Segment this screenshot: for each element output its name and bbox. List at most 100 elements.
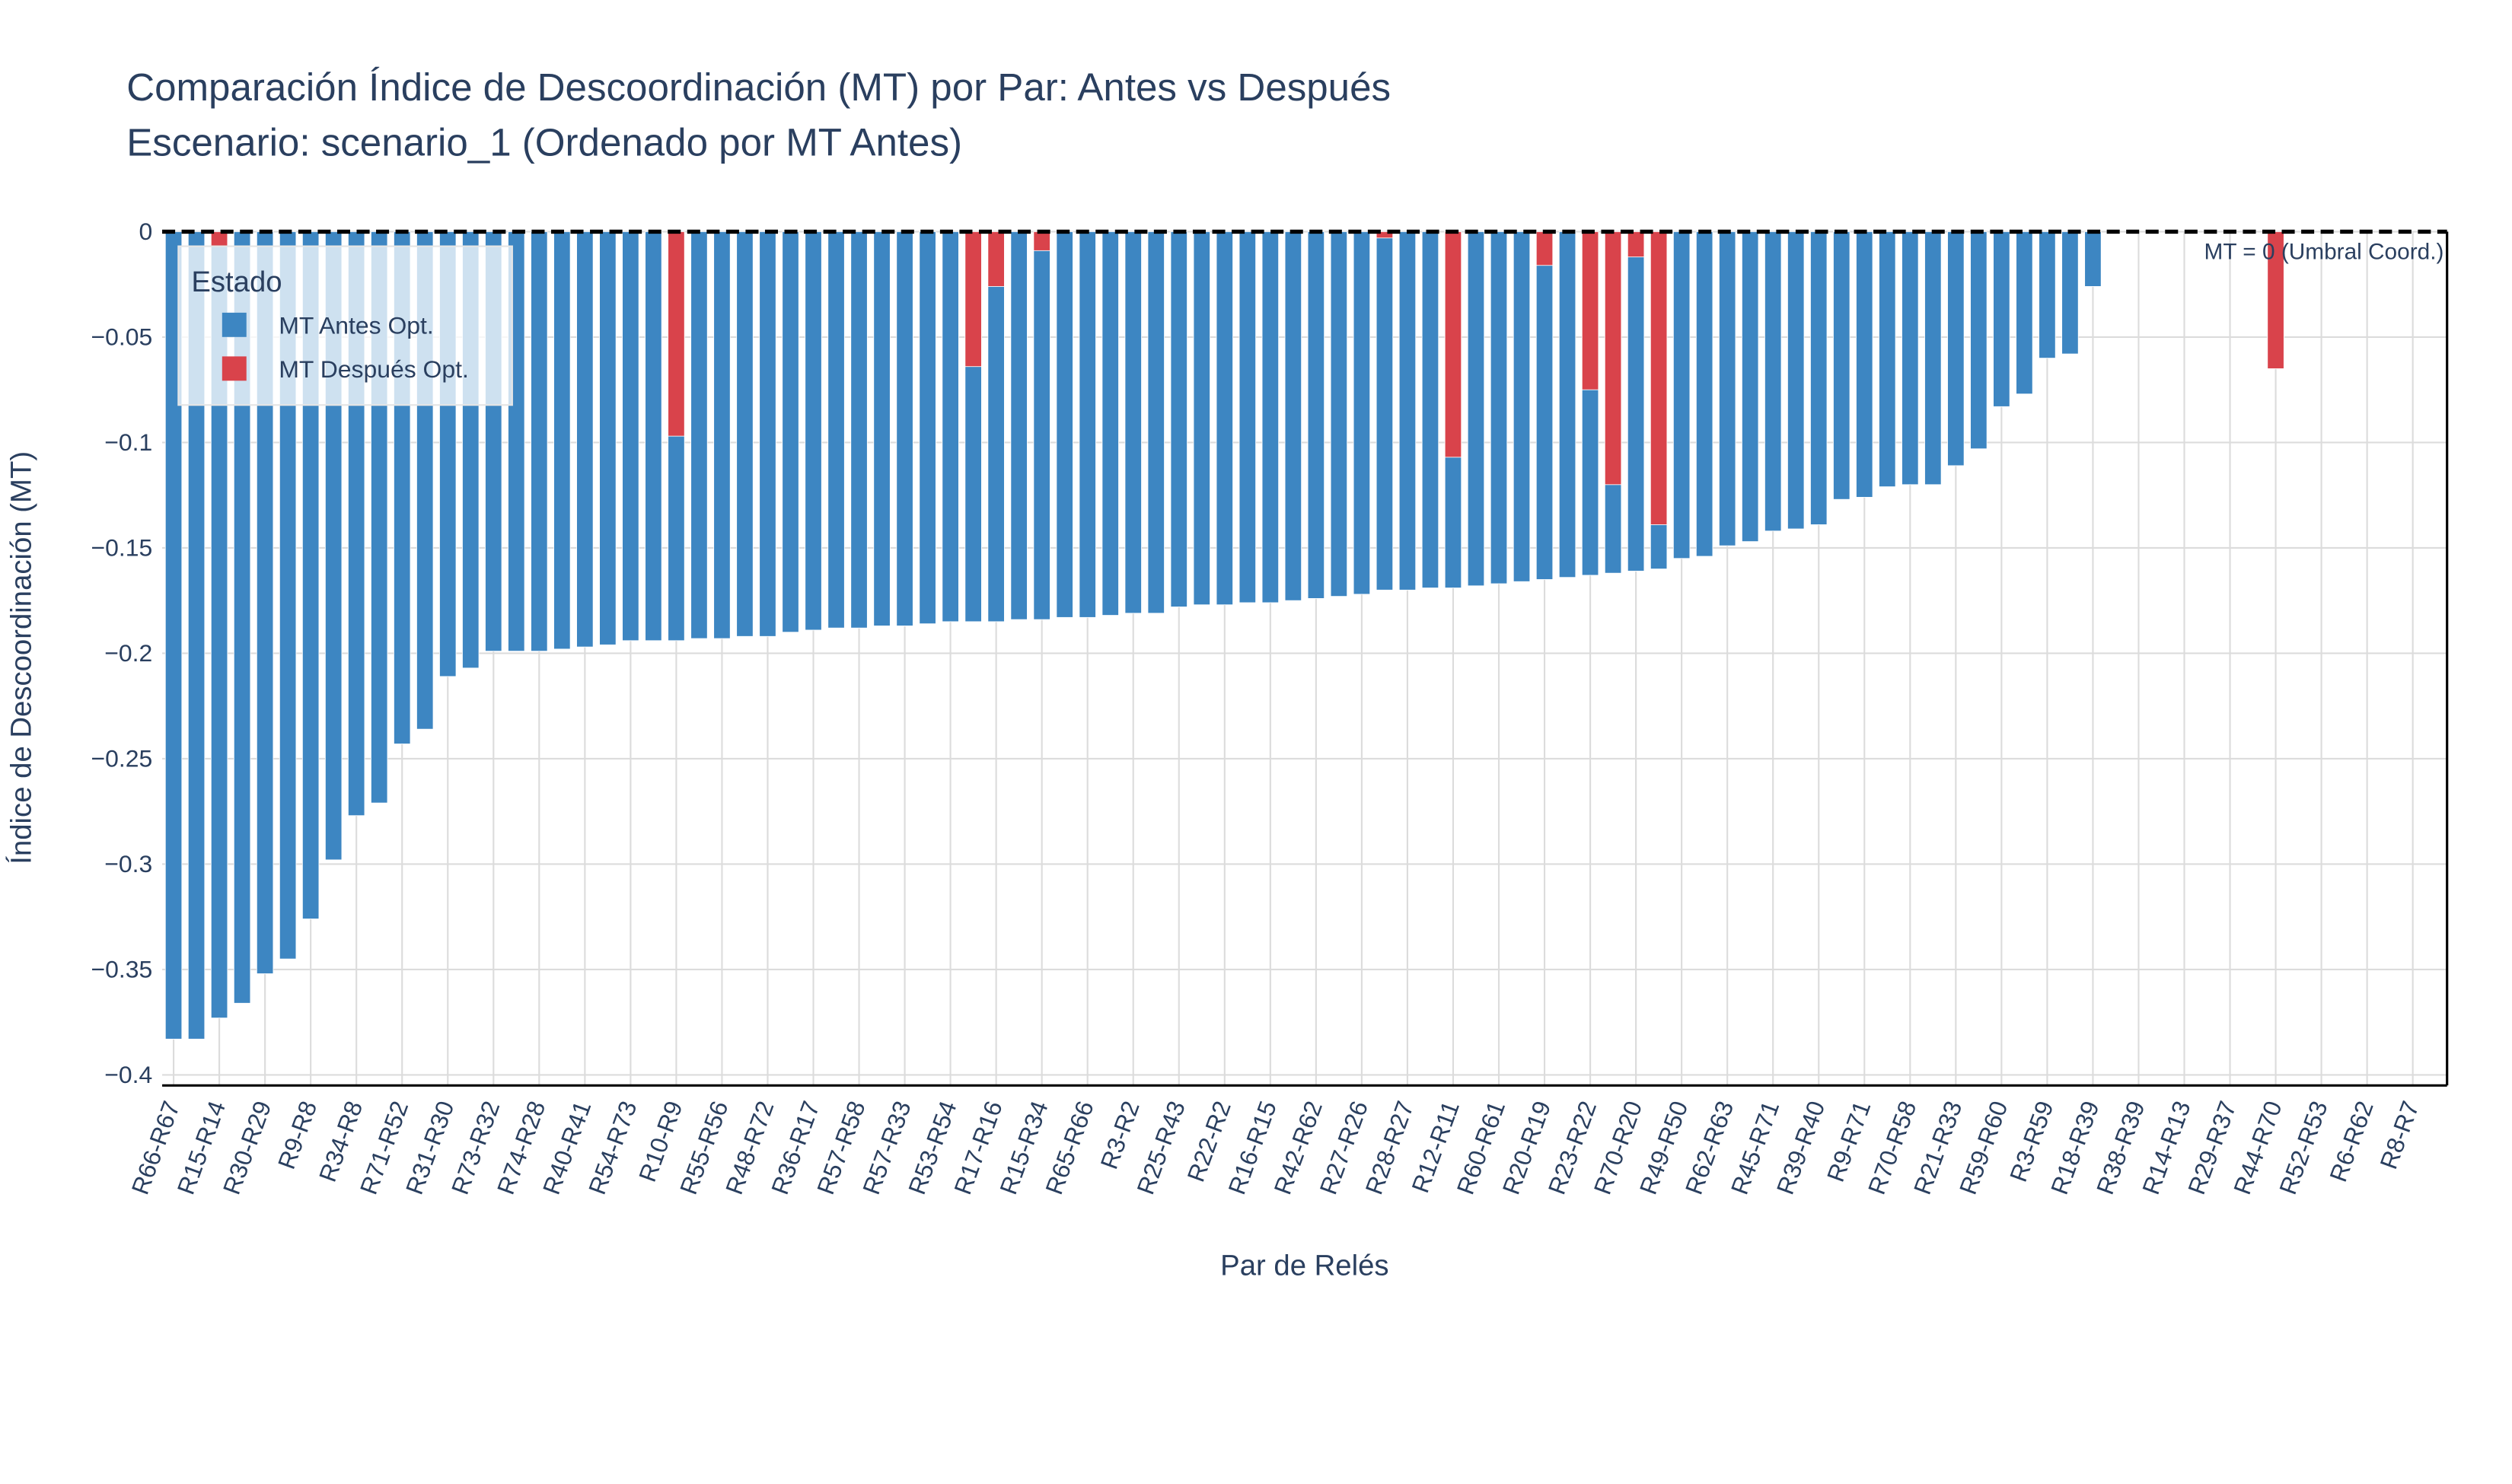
bar (622, 231, 639, 642)
bar (1833, 231, 1851, 500)
bar (1170, 231, 1188, 607)
bar (1010, 231, 1028, 620)
legend-title: Estado (191, 266, 282, 298)
bar (1535, 231, 1554, 266)
x-tick-label: R6-R62 (2324, 1097, 2378, 1186)
x-tick-label: R9-R8 (273, 1097, 322, 1173)
bar (1787, 231, 1805, 530)
bar (1376, 231, 1394, 239)
bar (1581, 231, 1599, 390)
bar (1490, 231, 1508, 584)
bar (1672, 231, 1691, 559)
bar (1079, 231, 1096, 618)
bar (2084, 231, 2102, 287)
bar (2061, 231, 2079, 355)
bar (1467, 231, 1485, 587)
bar (1261, 231, 1280, 603)
bar (1902, 231, 1919, 486)
y-tick-label: −0.4 (104, 1061, 152, 1088)
x-axis-title: Par de Relés (1220, 1249, 1388, 1282)
legend-label: MT Antes Opt. (279, 312, 433, 339)
bar (873, 231, 891, 626)
bar (1444, 231, 1462, 458)
bar (1033, 231, 1050, 620)
y-tick-label: −0.35 (91, 956, 152, 983)
bar (942, 231, 959, 623)
bar (896, 231, 913, 626)
bar (1147, 231, 1165, 614)
bar (1718, 231, 1736, 546)
bar (1238, 231, 1257, 603)
bar (1695, 231, 1713, 557)
bar (1101, 231, 1119, 616)
bar (987, 231, 1005, 287)
bar (2016, 231, 2033, 395)
chart-title: Comparación Índice de Descoordinación (M… (126, 65, 1391, 109)
bar (531, 231, 548, 652)
legend: Estado MT Antes Opt. MT Después Opt. (177, 245, 513, 406)
bar (736, 231, 754, 637)
bar (1307, 231, 1325, 599)
bar (1650, 231, 1668, 525)
bar (2039, 231, 2056, 359)
bar (1924, 231, 1942, 486)
bar (850, 231, 868, 629)
bar (919, 231, 936, 625)
bar (827, 231, 845, 629)
annotation: MT = 0 (Umbral Coord.) (2204, 240, 2444, 265)
y-tick-label: 0 (139, 218, 153, 245)
y-axis-title: Índice de Descoordinación (MT) (5, 451, 38, 865)
bar (987, 231, 1005, 623)
bar (1947, 231, 1965, 467)
bar (805, 231, 822, 631)
bar (1284, 231, 1302, 601)
bar (210, 231, 228, 247)
bar (1376, 231, 1394, 591)
bar (599, 231, 617, 645)
bar (668, 231, 685, 437)
bar (1879, 231, 1896, 488)
bar (964, 231, 982, 368)
bar (1398, 231, 1417, 591)
bar (1856, 231, 1873, 498)
bar (1216, 231, 1234, 606)
bar (1193, 231, 1211, 606)
bar (1535, 231, 1554, 580)
bar (1993, 231, 2010, 407)
y-tick-label: −0.25 (91, 745, 152, 772)
bar (1970, 231, 1988, 450)
bar (1124, 231, 1142, 614)
y-tick-label: −0.05 (91, 323, 152, 351)
legend-label: MT Después Opt. (279, 355, 469, 383)
bar (1056, 231, 1073, 618)
x-tick-label: R8-R7 (2374, 1097, 2424, 1173)
bar (553, 231, 571, 650)
bar (759, 231, 776, 637)
bar (1330, 231, 1348, 597)
y-tick-label: −0.3 (104, 850, 152, 877)
y-tick-label: −0.1 (104, 428, 152, 456)
bar (1741, 231, 1759, 543)
bar (782, 231, 799, 633)
bar (576, 231, 594, 648)
bar (1627, 231, 1645, 572)
bar (187, 231, 206, 1040)
bar (690, 231, 708, 639)
bar (1353, 231, 1371, 595)
bar (2267, 231, 2284, 369)
x-tick-label: R3-R2 (1095, 1097, 1144, 1173)
legend-swatch (222, 312, 247, 337)
bar (1513, 231, 1531, 582)
bar (713, 231, 731, 639)
bar (1033, 231, 1050, 251)
bar (1764, 231, 1782, 532)
bar (1627, 231, 1645, 258)
bars (164, 231, 2284, 1040)
bar (1604, 231, 1622, 486)
bar (645, 231, 662, 642)
y-tick-label: −0.2 (104, 639, 152, 667)
bar (1810, 231, 1828, 525)
bar (1421, 231, 1439, 588)
legend-swatch (222, 356, 247, 381)
